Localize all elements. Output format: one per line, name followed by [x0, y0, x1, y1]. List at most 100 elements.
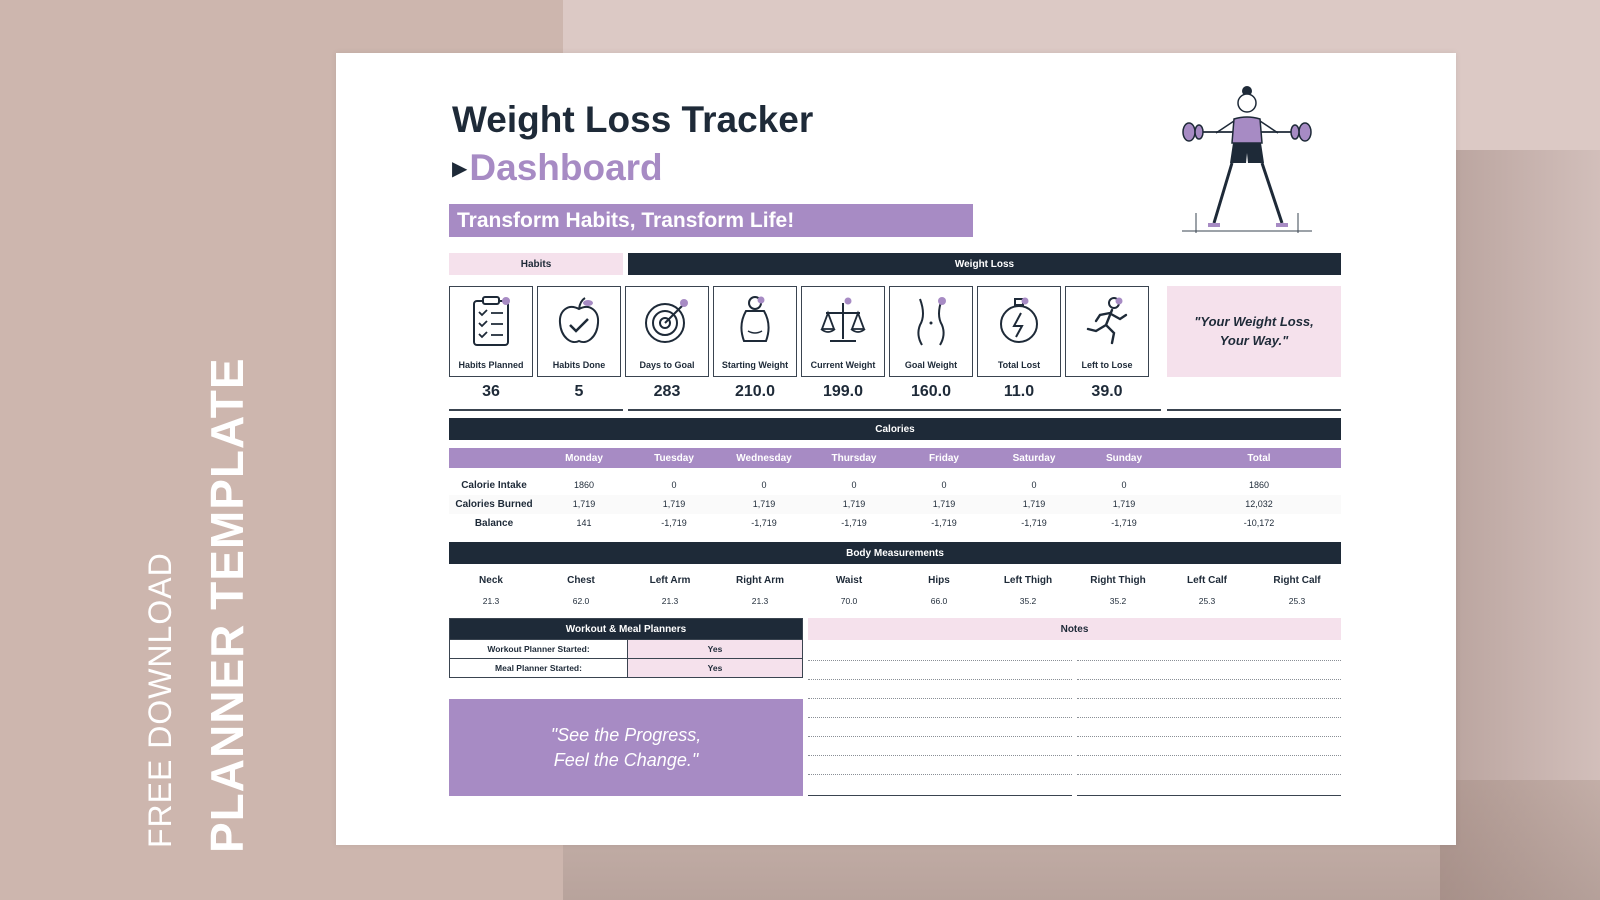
note-line [1077, 717, 1341, 718]
measure-label-waist: Waist [835, 575, 863, 586]
notes-area[interactable] [808, 640, 1341, 796]
planners-table: Workout & Meal Planners Workout Planner … [449, 618, 803, 678]
note-line [808, 660, 1072, 661]
stat-card-left-to-lose: Left to Lose [1065, 286, 1149, 377]
woman-lifting-barbell-illustration [1182, 86, 1312, 233]
row-value[interactable]: Yes [628, 659, 802, 677]
note-line [808, 755, 1072, 756]
stat-label: Goal Weight [904, 360, 958, 370]
cell: 1860 [1248, 480, 1270, 490]
calories-section-header: Calories [449, 418, 1341, 440]
cell: -1,719 [661, 518, 687, 528]
col-tuesday: Tuesday [654, 452, 694, 464]
side-text-planner-template: PLANNER TEMPLATE [201, 357, 253, 853]
stat-card-total-lost: Total Lost [977, 286, 1061, 377]
stopwatch-icon [1000, 297, 1038, 343]
row-label: Balance [474, 518, 514, 529]
habits-section-header: Habits [449, 253, 623, 275]
divider [628, 409, 1161, 411]
stat-value-habits-done: 5 [574, 383, 584, 400]
col-monday: Monday [565, 452, 603, 464]
measure-label-left-thigh: Left Thigh [1003, 575, 1053, 586]
stat-card-days-to-goal: Days to Goal [625, 286, 709, 377]
table-row-workout-planner: Workout Planner Started: Yes [449, 640, 803, 659]
note-line [1077, 774, 1341, 775]
measure-label-chest: Chest [567, 575, 595, 586]
measure-value-left-thigh: 35.2 [1019, 596, 1037, 606]
subtitle-text: Dashboard [469, 147, 663, 188]
note-line [808, 795, 1072, 796]
cell: 1,719 [572, 499, 596, 509]
stat-label: Left to Lose [1081, 360, 1133, 370]
measure-value-right-thigh: 35.2 [1109, 596, 1127, 606]
measure-label-right-thigh: Right Thigh [1090, 575, 1146, 586]
row-label: Workout Planner Started: [450, 640, 628, 658]
stat-card-current-weight: Current Weight [801, 286, 885, 377]
measure-value-chest: 62.0 [572, 596, 590, 606]
col-total: Total [1247, 452, 1271, 464]
stat-label: Habits Planned [458, 360, 524, 370]
measure-label-left-arm: Left Arm [649, 575, 691, 586]
cell: -10,172 [1243, 518, 1275, 528]
note-line [808, 736, 1072, 737]
measure-value-right-calf: 25.3 [1288, 596, 1306, 606]
cell: -1,719 [841, 518, 867, 528]
page-title: Weight Loss Tracker [452, 99, 814, 140]
row-label: Calories Burned [455, 499, 533, 510]
stat-card-habits-planned: Habits Planned [449, 286, 533, 377]
row-value[interactable]: Yes [628, 640, 802, 658]
cell: 0 [761, 480, 767, 490]
divider [449, 409, 623, 411]
table-row-calories-burned: Calories Burned 1,719 1,719 1,719 1,719 … [449, 495, 1341, 514]
measure-value-left-arm: 21.3 [661, 596, 679, 606]
body-measurements-section-header: Body Measurements [449, 542, 1341, 564]
cell: 0 [941, 480, 947, 490]
cell: 1,719 [662, 499, 686, 509]
measure-value-hips: 66.0 [930, 596, 948, 606]
col-friday: Friday [928, 452, 959, 464]
cell: 0 [1031, 480, 1037, 490]
stat-label: Days to Goal [639, 360, 695, 370]
note-line [808, 698, 1072, 699]
weight-loss-section-header: Weight Loss [628, 253, 1341, 275]
calories-column-header: Monday Tuesday Wednesday Thursday Friday… [449, 448, 1341, 468]
measure-value-waist: 70.0 [840, 596, 858, 606]
triangle-icon: ▶ [452, 157, 468, 180]
planners-header: Workout & Meal Planners [449, 618, 803, 640]
quote-line: Feel the Change." [553, 749, 699, 770]
cell: 12,032 [1245, 499, 1273, 509]
stat-value-days-to-goal: 283 [653, 383, 681, 400]
scale-icon [820, 297, 866, 342]
target-icon [645, 299, 688, 343]
cell: 0 [671, 480, 677, 490]
col-sunday: Sunday [1105, 452, 1143, 464]
measure-value-left-calf: 25.3 [1198, 596, 1216, 606]
stat-label: Habits Done [552, 360, 606, 370]
col-wednesday: Wednesday [736, 452, 792, 464]
tracker-sheet: Weight Loss Tracker ▶ Dashboard Transfor… [336, 53, 1456, 845]
cell: 1,719 [1022, 499, 1046, 509]
cell: 1,719 [1112, 499, 1136, 509]
table-row-calorie-intake: Calorie Intake 1860 0 0 0 0 0 0 1860 [449, 476, 1341, 495]
measure-label-neck: Neck [479, 575, 503, 586]
waist-icon [917, 297, 946, 346]
body-icon [740, 296, 770, 342]
runner-icon [1086, 297, 1128, 345]
cell: 1,719 [752, 499, 776, 509]
cell: 1,719 [932, 499, 956, 509]
col-thursday: Thursday [831, 452, 877, 464]
col-saturday: Saturday [1012, 452, 1056, 464]
stat-value-left-to-lose: 39.0 [1091, 383, 1123, 400]
stat-value-starting-weight: 210.0 [734, 383, 776, 400]
measure-value-right-arm: 21.3 [751, 596, 769, 606]
cell: -1,719 [751, 518, 777, 528]
table-row-meal-planner: Meal Planner Started: Yes [449, 659, 803, 678]
note-line [1077, 679, 1341, 680]
measure-label-hips: Hips [928, 575, 950, 586]
stat-value-current-weight: 199.0 [822, 383, 864, 400]
measure-label-right-calf: Right Calf [1273, 575, 1321, 586]
note-line [808, 679, 1072, 680]
cell: -1,719 [931, 518, 957, 528]
stat-label: Current Weight [810, 360, 876, 370]
apple-check-icon [558, 297, 600, 343]
